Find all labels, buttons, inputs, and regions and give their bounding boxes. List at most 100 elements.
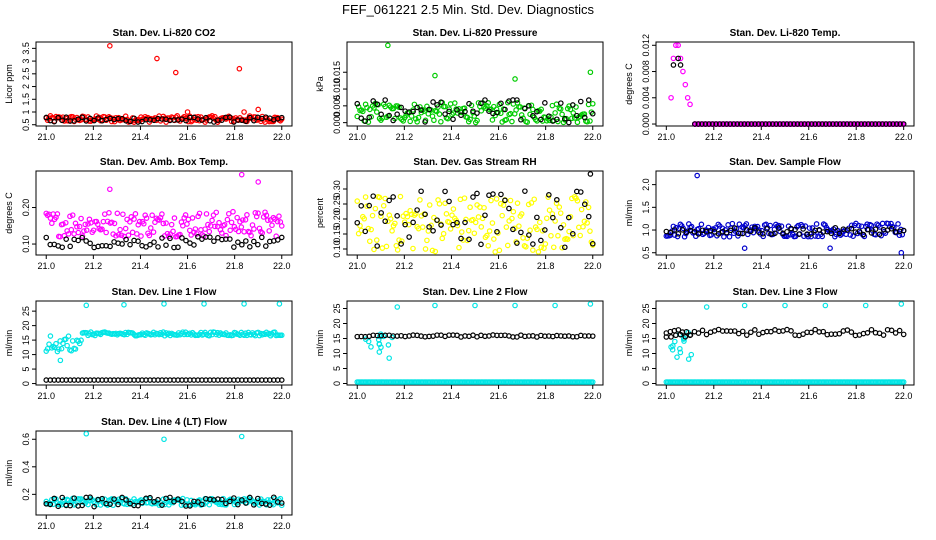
data-point <box>478 224 485 230</box>
data-point <box>424 237 430 244</box>
data-point <box>506 205 512 212</box>
data-point <box>262 243 269 249</box>
data-point <box>93 218 100 225</box>
data-point <box>415 114 422 121</box>
outlier-point <box>107 186 113 193</box>
data-point <box>235 501 241 508</box>
data-point <box>736 221 743 228</box>
y-tick-label: 5 <box>332 366 342 371</box>
data-point <box>760 233 767 240</box>
outlier-point <box>703 304 710 310</box>
outlier-point <box>694 172 700 179</box>
data-point <box>537 219 543 226</box>
outlier-point <box>587 301 594 307</box>
x-tick-label: 21.8 <box>226 391 244 401</box>
panel-4: Stan. Dev. Amb. Box Temp. 21.0 21.2 21.4 21.… <box>4 157 293 271</box>
series-yellow <box>354 193 596 255</box>
x-tick-label: 21.6 <box>179 391 197 401</box>
data-point <box>87 494 93 500</box>
data-point <box>390 117 396 124</box>
outlier-point <box>241 301 247 307</box>
data-point <box>488 197 494 204</box>
data-point <box>735 330 742 337</box>
data-point <box>55 346 62 352</box>
x-tick-label: 21.4 <box>132 261 150 271</box>
plot-frame <box>35 430 293 516</box>
data-point <box>883 121 889 127</box>
data-point <box>581 201 588 208</box>
x-tick-label: 22.0 <box>273 132 291 142</box>
data-point <box>184 221 190 227</box>
y-tick-label: 0.5 <box>641 246 651 259</box>
data-point <box>855 222 862 229</box>
x-tick-label: 21.6 <box>800 132 818 142</box>
y-tick-label: 0.20 <box>332 210 342 228</box>
data-point <box>808 231 814 237</box>
data-point <box>239 217 246 223</box>
data-point <box>752 225 758 231</box>
data-point <box>243 500 249 506</box>
data-point <box>127 241 133 248</box>
data-point <box>812 233 818 239</box>
data-point <box>226 210 232 217</box>
y-axis-label: ml/min <box>4 460 14 487</box>
data-point <box>509 215 515 222</box>
data-point <box>193 231 200 237</box>
data-point <box>530 247 536 253</box>
data-point <box>566 119 572 126</box>
y-tick-label: 0.008 <box>641 60 651 83</box>
data-point <box>386 112 392 119</box>
y-tick-label: 0.012 <box>641 34 651 57</box>
data-point <box>79 234 85 241</box>
outlier-point <box>236 65 243 72</box>
series-black <box>354 332 596 340</box>
data-point <box>147 241 153 248</box>
data-point <box>358 107 365 113</box>
data-point <box>216 501 222 508</box>
data-point <box>528 200 535 206</box>
y-tick-label: 0.6 <box>21 433 31 446</box>
y-tick-label: 5 <box>641 366 651 371</box>
data-point <box>382 218 388 225</box>
data-point <box>546 207 553 214</box>
data-point <box>354 219 361 226</box>
data-point <box>570 231 576 237</box>
data-point <box>43 114 50 121</box>
data-point <box>108 219 115 226</box>
y-tick-label: 20 <box>332 318 342 328</box>
data-point <box>481 103 487 110</box>
x-tick-label: 21.4 <box>752 132 770 142</box>
data-point <box>385 342 392 348</box>
data-point <box>466 236 472 243</box>
data-point <box>558 224 564 231</box>
data-point <box>890 121 896 127</box>
data-point <box>677 345 683 352</box>
data-point <box>266 228 273 234</box>
data-point <box>745 121 751 127</box>
data-point <box>542 100 548 106</box>
data-point <box>895 221 901 227</box>
data-point <box>64 342 70 349</box>
data-point <box>503 224 510 230</box>
data-point <box>585 97 592 103</box>
data-point <box>484 103 490 109</box>
data-point <box>854 121 861 127</box>
x-tick-label: 21.0 <box>37 132 55 142</box>
data-point <box>550 244 557 251</box>
x-tick-label: 21.2 <box>85 391 103 401</box>
data-point <box>548 232 554 239</box>
outlier-point <box>782 302 788 309</box>
data-point <box>527 227 533 234</box>
outlier-point <box>161 436 167 443</box>
x-tick-label: 21.6 <box>490 391 508 401</box>
data-point <box>192 226 199 232</box>
data-point <box>131 115 137 122</box>
data-point <box>677 62 684 68</box>
figure-title: FEF_061221 2.5 Min. Std. Dev. Diagnostic… <box>342 2 594 17</box>
data-point <box>274 218 281 225</box>
data-point <box>360 108 366 115</box>
x-tick-label: 22.0 <box>895 261 913 271</box>
panel-6: Stan. Dev. Sample Flow 21.0 21.2 21.4 21.6 21… <box>624 157 915 271</box>
outlier-point <box>394 304 401 310</box>
